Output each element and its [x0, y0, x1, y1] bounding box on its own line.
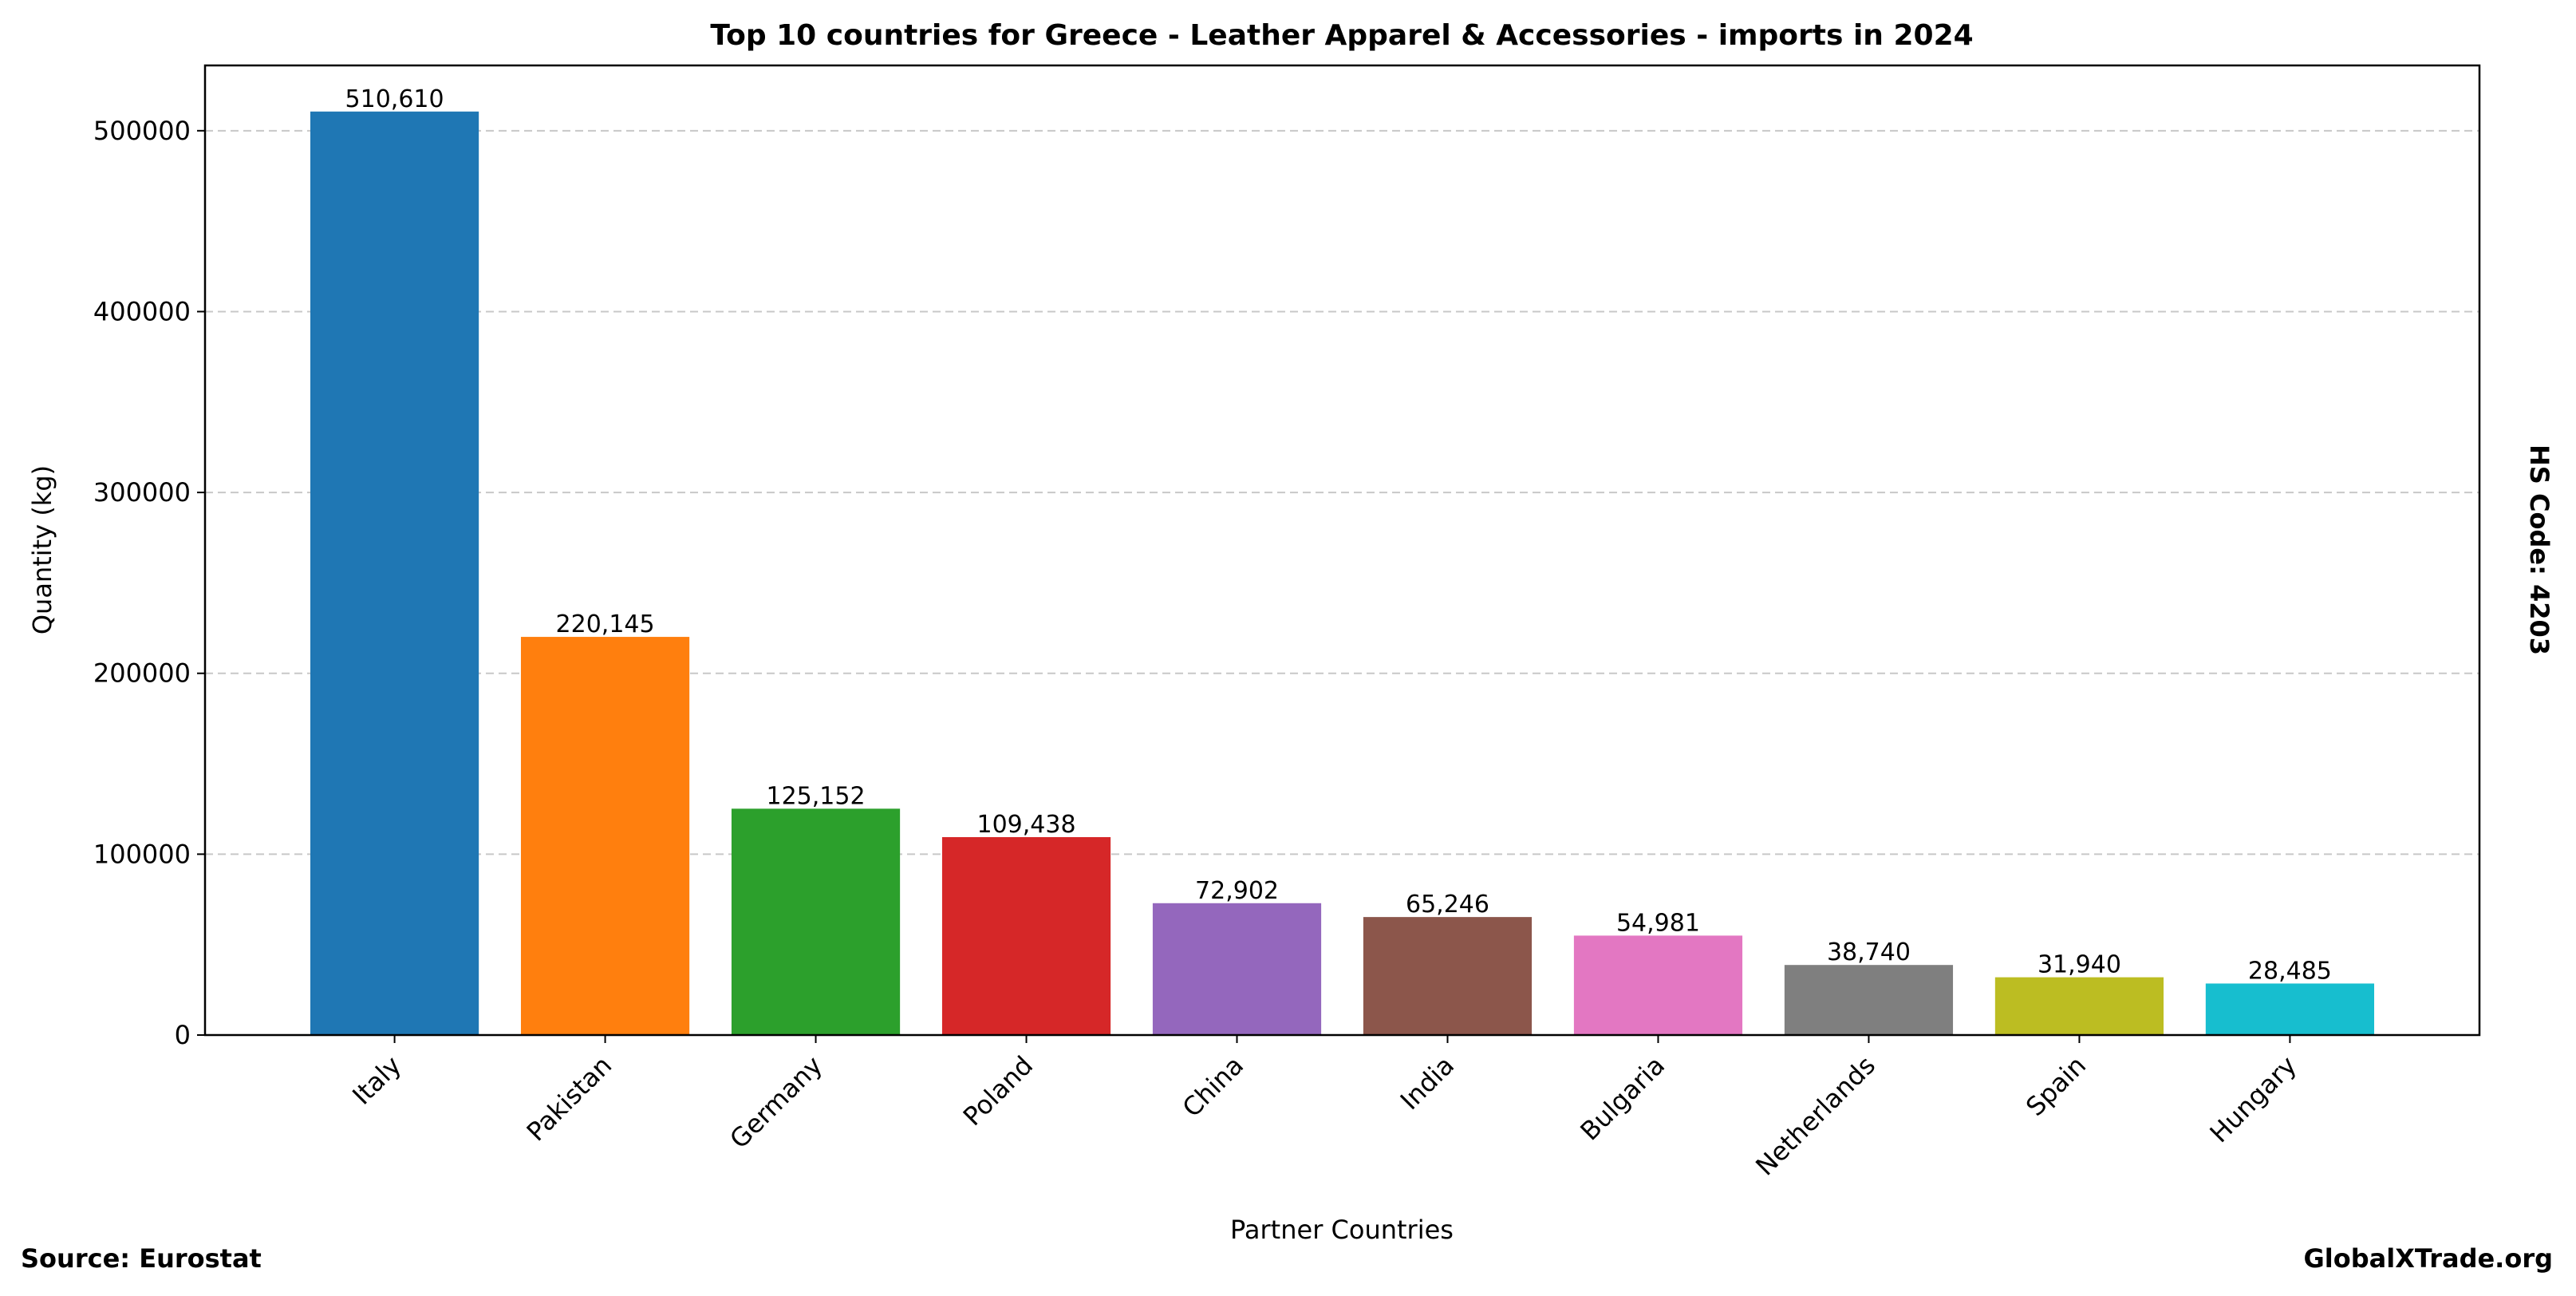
- bar-hungary: [2205, 983, 2375, 1035]
- chart-title: Top 10 countries for Greece - Leather Ap…: [710, 19, 1973, 52]
- plot-frame: [203, 64, 2481, 1037]
- y-tick-label: 100000: [93, 839, 191, 869]
- data-label: 65,246: [1406, 891, 1489, 919]
- bar-netherlands: [1784, 965, 1954, 1035]
- bar-pakistan: [520, 637, 690, 1035]
- y-axis-label: Quantity (kg): [27, 465, 57, 634]
- data-label: 28,485: [2248, 957, 2332, 985]
- bar-china: [1152, 903, 1322, 1035]
- bar-italy: [310, 111, 479, 1035]
- brand-label: GlobalXTrade.org: [2304, 1243, 2553, 1274]
- data-label: 72,902: [1195, 877, 1279, 905]
- hs-code-label: HS Code: 4203: [2524, 445, 2554, 655]
- data-label: 31,940: [2038, 951, 2121, 979]
- y-tick-label: 300000: [93, 477, 191, 508]
- bar-spain: [1994, 977, 2164, 1035]
- data-label: 109,438: [976, 811, 1075, 839]
- y-tick-label: 0: [175, 1020, 191, 1050]
- data-label: 510,610: [345, 85, 444, 113]
- bar-bulgaria: [1573, 935, 1743, 1035]
- source-label: Source: Eurostat: [21, 1243, 262, 1274]
- data-label: 54,981: [1616, 909, 1700, 937]
- data-label: 220,145: [556, 610, 655, 638]
- bar-india: [1363, 917, 1533, 1035]
- data-label: 125,152: [767, 782, 866, 810]
- x-axis-label: Partner Countries: [1230, 1215, 1454, 1245]
- y-tick-label: 500000: [93, 116, 191, 146]
- bar-germany: [731, 808, 901, 1035]
- y-tick-label: 200000: [93, 658, 191, 689]
- bar-poland: [941, 836, 1111, 1035]
- y-tick-label: 400000: [93, 296, 191, 326]
- data-label: 38,740: [1827, 938, 1911, 966]
